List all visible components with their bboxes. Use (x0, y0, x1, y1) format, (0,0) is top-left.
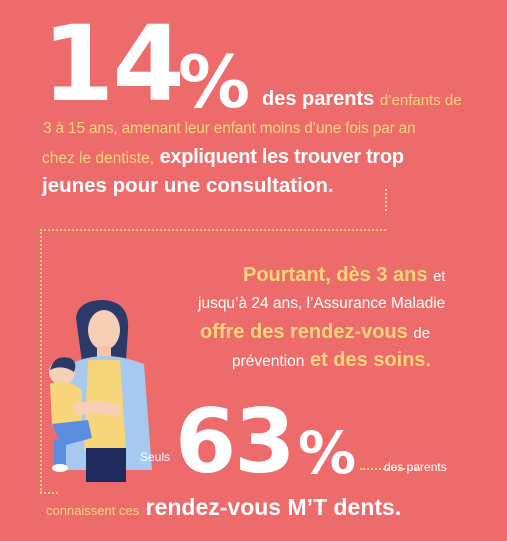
middle-line3-light: de (413, 325, 431, 342)
middle-line3: offre des rendez-vous de (200, 321, 430, 344)
stat1-line4: jeunes pour une consultation. (42, 174, 334, 197)
dotted-connector (40, 229, 42, 493)
stat2-number: 63 (175, 390, 295, 493)
child-pants (52, 420, 92, 446)
middle-line3-bold: offre des rendez-vous (200, 321, 408, 343)
stat1-number: 14 (42, 3, 185, 125)
dotted-connector (385, 189, 387, 211)
middle-line1-light: et (433, 268, 446, 285)
middle-line4: prévention et des soins. (232, 349, 431, 372)
dotted-connector (40, 492, 58, 494)
stat1-line1: des parents d’enfants de (262, 88, 462, 111)
middle-line4-light: prévention (232, 353, 305, 370)
child-shirt (50, 382, 82, 426)
stat2-percent: % (298, 419, 357, 487)
stat1-line3: chez le dentiste, expliquent les trouver… (42, 146, 404, 169)
mother-with-child-illustration (49, 300, 152, 482)
stat1-percent: % (178, 40, 251, 124)
stat2-line2-bold: rendez-vous M’T dents. (145, 494, 402, 520)
stat2-line2: connaissent ces rendez-vous M’T dents. (46, 494, 401, 521)
stat1-line1-bold: des parents (262, 88, 375, 110)
mother-face (88, 310, 120, 350)
stat1-line1-light: d’enfants de (379, 92, 462, 109)
middle-line1: Pourtant, dès 3 ans et (243, 264, 446, 287)
stat2-suffix: des parents (384, 460, 447, 474)
middle-line4-bold: et des soins. (309, 349, 432, 371)
dotted-connector (360, 468, 420, 470)
stat1-line3-bold: expliquent les trouver trop (159, 146, 404, 168)
middle-line1-bold: Pourtant, dès 3 ans (243, 264, 428, 286)
stat2-line2-light: connaissent ces (46, 503, 140, 518)
stat1-line2: 3 à 15 ans, amenant leur enfant moins d’… (43, 120, 416, 137)
stat1-line3-light: chez le dentiste, (42, 150, 155, 167)
dotted-connector (40, 229, 386, 231)
middle-line2: jusqu’à 24 ans, l’Assurance Maladie (198, 295, 446, 312)
stat2-prefix: Seuls (140, 450, 171, 464)
